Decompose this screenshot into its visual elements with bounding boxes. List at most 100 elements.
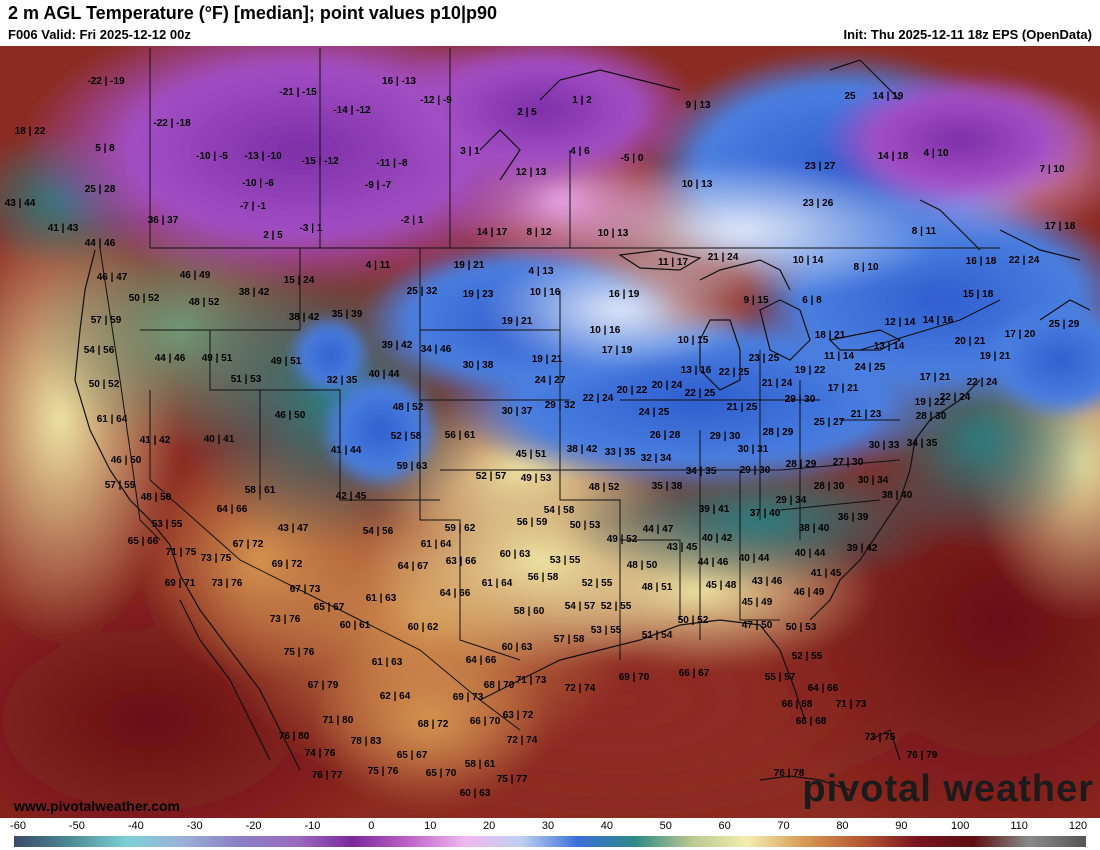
point-value: 20 | 21 bbox=[954, 336, 986, 347]
colorbar-tick-label: -20 bbox=[245, 820, 262, 832]
point-value: 75 | 76 bbox=[367, 766, 399, 777]
point-value: 24 | 27 bbox=[534, 375, 566, 386]
point-value: 8 | 11 bbox=[911, 226, 937, 237]
temperature-fill bbox=[0, 46, 1100, 818]
point-value: 15 | 18 bbox=[962, 289, 994, 300]
point-value: 55 | 57 bbox=[764, 672, 796, 683]
point-value: 8 | 12 bbox=[526, 227, 552, 238]
point-value: 25 bbox=[844, 91, 856, 102]
point-value: 59 | 62 bbox=[444, 523, 476, 534]
point-value: 75 | 77 bbox=[496, 774, 528, 785]
point-value: 67 | 72 bbox=[232, 539, 264, 550]
point-value: 48 | 51 bbox=[641, 582, 673, 593]
point-value: 46 | 49 bbox=[179, 270, 211, 281]
point-value: 64 | 66 bbox=[216, 504, 248, 515]
point-value: 25 | 27 bbox=[813, 417, 845, 428]
point-value: 72 | 74 bbox=[564, 683, 596, 694]
point-value: 28 | 30 bbox=[813, 481, 845, 492]
point-value: 49 | 51 bbox=[201, 353, 233, 364]
point-value: 29 | 32 bbox=[544, 400, 576, 411]
point-value: 38 | 40 bbox=[881, 490, 913, 501]
website-url[interactable]: www.pivotalweather.com bbox=[14, 798, 180, 814]
point-value: 22 | 24 bbox=[582, 393, 614, 404]
colorbar-tick-label: 20 bbox=[482, 820, 496, 832]
point-value: 66 | 67 bbox=[678, 668, 710, 679]
point-value: 35 | 39 bbox=[331, 309, 363, 320]
point-value: 67 | 79 bbox=[307, 680, 339, 691]
point-value: -13 | -10 bbox=[244, 151, 282, 162]
colorbar-tick-label: 10 bbox=[424, 820, 437, 832]
point-value: 23 | 26 bbox=[802, 198, 834, 209]
point-value: 48 | 50 bbox=[140, 492, 172, 503]
point-value: 17 | 20 bbox=[1004, 329, 1036, 340]
valid-time: F006 Valid: Fri 2025-12-12 00z bbox=[8, 27, 191, 42]
point-value: 73 | 76 bbox=[269, 614, 301, 625]
point-value: 53 | 55 bbox=[151, 519, 183, 530]
point-value: 40 | 41 bbox=[203, 434, 235, 445]
point-value: 52 | 57 bbox=[475, 471, 507, 482]
point-value: 40 | 44 bbox=[368, 369, 400, 380]
point-value: 74 | 76 bbox=[304, 748, 336, 759]
point-value: 29 | 30 bbox=[739, 465, 771, 476]
point-value: 6 | 8 bbox=[802, 295, 822, 306]
colorbar-tick-label: 40 bbox=[600, 820, 613, 832]
point-value: 40 | 44 bbox=[738, 553, 770, 564]
point-value: 42 | 45 bbox=[335, 491, 367, 502]
point-value: 22 | 25 bbox=[684, 388, 716, 399]
point-value: 34 | 35 bbox=[906, 438, 938, 449]
point-value: 28 | 29 bbox=[762, 427, 794, 438]
point-value: 48 | 52 bbox=[188, 297, 220, 308]
point-value: 21 | 24 bbox=[761, 378, 793, 389]
point-value: 24 | 25 bbox=[638, 407, 670, 418]
point-value: 4 | 6 bbox=[570, 146, 590, 157]
point-value: 46 | 49 bbox=[793, 587, 825, 598]
point-value: 23 | 27 bbox=[804, 161, 836, 172]
point-value: 69 | 70 bbox=[618, 672, 650, 683]
point-value: 56 | 61 bbox=[444, 430, 476, 441]
point-value: 46 | 50 bbox=[110, 455, 142, 466]
point-value: 45 | 49 bbox=[741, 597, 773, 608]
colorbar-tick-label: 80 bbox=[836, 820, 849, 832]
point-value: -5 | 0 bbox=[620, 153, 644, 164]
point-value: 22 | 24 bbox=[966, 377, 998, 388]
colorbar-tick-label: 50 bbox=[659, 820, 672, 832]
colorbar-tick-label: 100 bbox=[951, 820, 970, 832]
point-value: 50 | 52 bbox=[88, 379, 120, 390]
point-value: 19 | 21 bbox=[501, 316, 533, 327]
point-value: 51 | 54 bbox=[641, 630, 673, 641]
point-value: 75 | 76 bbox=[283, 647, 315, 658]
point-value: 50 | 52 bbox=[677, 615, 709, 626]
point-value: 61 | 64 bbox=[420, 539, 452, 550]
pivotal-weather-logo: pivotal weather bbox=[802, 768, 1094, 810]
colorbar-tick-label: -60 bbox=[10, 820, 26, 832]
point-value: 2 | 5 bbox=[263, 230, 283, 241]
point-value: 46 | 50 bbox=[274, 410, 306, 421]
point-value: 53 | 55 bbox=[590, 625, 622, 636]
point-value: 16 | 19 bbox=[608, 289, 640, 300]
point-value: 63 | 72 bbox=[502, 710, 534, 721]
point-value: 51 | 53 bbox=[230, 374, 262, 385]
point-value: 4 | 11 bbox=[365, 260, 391, 271]
point-value: 57 | 58 bbox=[553, 634, 585, 645]
point-value: 64 | 67 bbox=[397, 561, 429, 572]
point-value: 65 | 67 bbox=[396, 750, 428, 761]
point-value: 54 | 56 bbox=[362, 526, 394, 537]
point-value: 53 | 55 bbox=[549, 555, 581, 566]
colorbar-tick-label: -30 bbox=[186, 820, 203, 832]
point-value: 73 | 75 bbox=[864, 732, 896, 743]
colorbar-tick-label: 70 bbox=[777, 820, 790, 832]
point-value: 65 | 66 bbox=[127, 536, 159, 547]
point-value: 19 | 21 bbox=[453, 260, 485, 271]
point-value: 48 | 52 bbox=[588, 482, 620, 493]
point-value: -9 | -7 bbox=[364, 180, 392, 191]
point-value: 28 | 29 bbox=[785, 459, 817, 470]
point-value: 34 | 35 bbox=[685, 466, 717, 477]
point-value: 50 | 52 bbox=[128, 293, 160, 304]
temperature-map[interactable]: -22 | -19 18 | 22 5 | 8 25 | 28 43 | 44 41 | … bbox=[0, 46, 1100, 818]
point-value: 71 | 80 bbox=[322, 715, 354, 726]
point-value: 36 | 39 bbox=[837, 512, 869, 523]
point-value: 60 | 63 bbox=[499, 549, 531, 560]
point-value: 72 | 74 bbox=[506, 735, 538, 746]
point-value: 39 | 41 bbox=[698, 504, 730, 515]
point-value: 71 | 75 bbox=[165, 547, 197, 558]
